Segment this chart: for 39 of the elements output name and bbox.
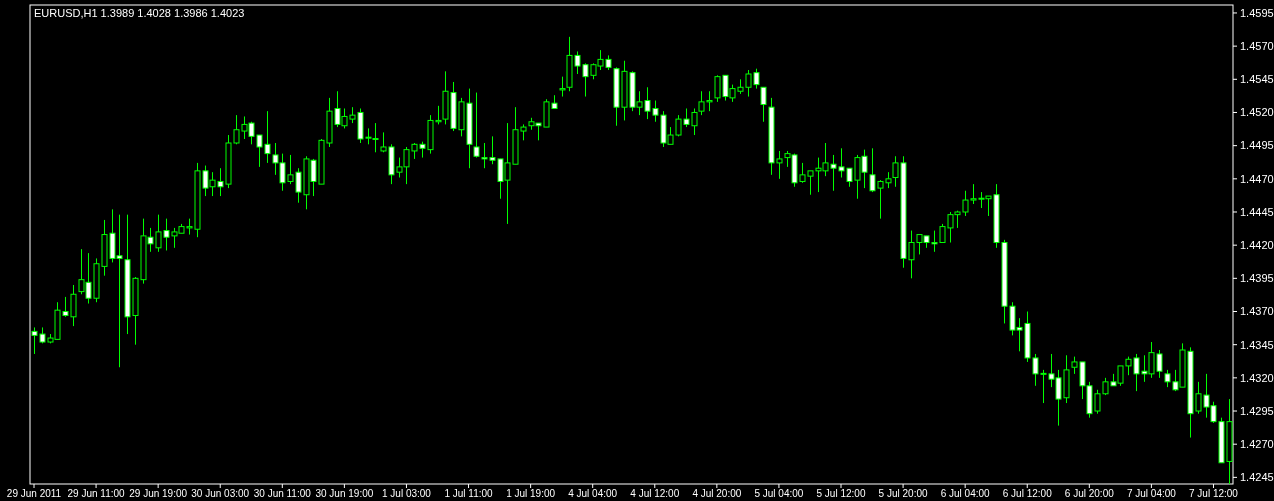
- y-tick-label: 1.4420: [1240, 239, 1274, 252]
- y-tick-label: 1.4470: [1240, 172, 1274, 185]
- x-tick-label: 7 Jul 04:00: [1126, 488, 1177, 499]
- y-tick-label: 1.4320: [1240, 371, 1274, 384]
- x-tick-label: 7 Jul 12:00: [1189, 488, 1239, 499]
- y-tick-label: 1.4270: [1240, 438, 1274, 451]
- y-tick-label: 1.4545: [1240, 73, 1274, 86]
- x-tick-label: 4 Jul 04:00: [568, 488, 618, 499]
- x-tick-label: 4 Jul 20:00: [692, 488, 742, 499]
- y-tick-label: 1.4495: [1240, 139, 1274, 152]
- x-tick-label: 1 Jul 11:00: [444, 488, 494, 499]
- x-tick-label: 5 Jul 04:00: [754, 488, 804, 499]
- x-tick-label: 29 Jun 2011: [6, 488, 62, 499]
- x-tick-label: 6 Jul 04:00: [940, 488, 991, 499]
- x-tick-label: 29 Jun 11:00: [67, 488, 126, 499]
- y-tick-label: 1.4595: [1240, 6, 1274, 19]
- x-tick-label: 29 Jun 19:00: [129, 488, 188, 499]
- y-tick-label: 1.4370: [1240, 305, 1274, 318]
- x-tick-label: 30 Jun 03:00: [191, 488, 250, 499]
- x-tick-label: 1 Jul 03:00: [382, 488, 432, 499]
- x-tick-label: 30 Jun 19:00: [315, 488, 374, 499]
- x-tick-label: 5 Jul 12:00: [816, 488, 866, 499]
- x-tick-label: 6 Jul 12:00: [1002, 488, 1053, 499]
- y-tick-label: 1.4345: [1240, 338, 1274, 351]
- x-tick-label: 6 Jul 20:00: [1064, 488, 1115, 499]
- x-tick-label: 1 Jul 19:00: [506, 488, 556, 499]
- x-tick-label: 4 Jul 12:00: [630, 488, 680, 499]
- candlestick: [559, 76, 566, 98]
- x-tick-label: 30 Jun 11:00: [253, 488, 312, 499]
- y-tick-label: 1.4445: [1240, 205, 1274, 218]
- candlestick: [473, 92, 480, 159]
- y-tick-label: 1.4520: [1240, 106, 1274, 119]
- y-tick-label: 1.4570: [1240, 39, 1274, 52]
- x-tick-label: 5 Jul 20:00: [878, 488, 928, 499]
- chart-title: EURUSD,H1 1.3989 1.4028 1.3986 1.4023: [34, 7, 245, 19]
- y-tick-label: 1.4295: [1240, 404, 1274, 417]
- candlestick: [760, 86, 767, 123]
- y-tick-label: 1.4245: [1240, 471, 1274, 484]
- y-tick-label: 1.4395: [1240, 272, 1274, 285]
